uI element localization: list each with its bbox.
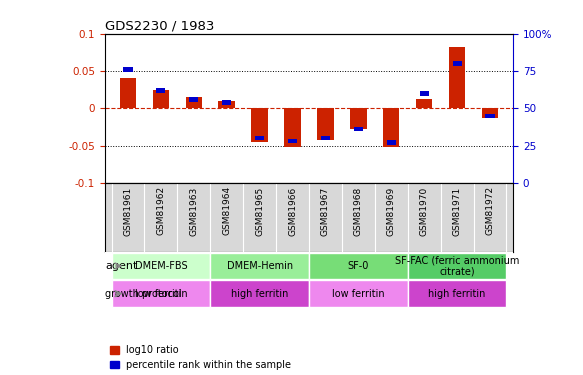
Bar — [255, 136, 264, 140]
Text: GSM81965: GSM81965 — [255, 186, 264, 236]
Text: DMEM-Hemin: DMEM-Hemin — [227, 261, 293, 271]
Bar — [210, 280, 309, 307]
Bar — [309, 280, 408, 307]
Bar — [486, 114, 494, 118]
Bar — [251, 108, 268, 142]
Bar — [321, 136, 330, 140]
Text: SF-0: SF-0 — [347, 261, 369, 271]
Text: GDS2230 / 1983: GDS2230 / 1983 — [105, 20, 215, 33]
Text: GSM81962: GSM81962 — [156, 186, 166, 236]
Text: GSM81968: GSM81968 — [354, 186, 363, 236]
Bar — [124, 67, 132, 72]
Bar — [383, 108, 399, 147]
Bar — [449, 47, 465, 108]
Bar — [408, 280, 507, 307]
Text: GSM81972: GSM81972 — [486, 186, 494, 236]
Bar — [387, 140, 396, 145]
Bar — [416, 99, 433, 108]
Text: growth protocol: growth protocol — [106, 289, 182, 298]
Bar — [285, 108, 301, 147]
Bar — [185, 97, 202, 108]
Bar — [482, 108, 498, 118]
Bar — [111, 280, 210, 307]
Bar — [156, 88, 166, 93]
Text: GSM81964: GSM81964 — [222, 186, 231, 236]
Text: GSM81969: GSM81969 — [387, 186, 396, 236]
Text: GSM81961: GSM81961 — [124, 186, 132, 236]
Bar — [420, 91, 429, 96]
Bar — [317, 108, 333, 140]
Legend: log10 ratio, percentile rank within the sample: log10 ratio, percentile rank within the … — [110, 345, 292, 370]
Bar — [452, 62, 462, 66]
Text: GSM81963: GSM81963 — [189, 186, 198, 236]
Bar — [120, 78, 136, 108]
Bar — [189, 97, 198, 102]
Bar — [210, 253, 309, 279]
Text: high ferritin: high ferritin — [231, 289, 289, 298]
Text: GSM81967: GSM81967 — [321, 186, 330, 236]
Bar — [222, 100, 231, 105]
Bar — [153, 90, 169, 108]
Text: SF-FAC (ferric ammonium
citrate): SF-FAC (ferric ammonium citrate) — [395, 255, 519, 277]
Bar — [350, 108, 367, 129]
Bar — [219, 101, 235, 108]
Bar — [288, 139, 297, 143]
Text: GSM81971: GSM81971 — [452, 186, 462, 236]
Text: GSM81966: GSM81966 — [288, 186, 297, 236]
Bar — [354, 127, 363, 131]
Bar — [309, 253, 408, 279]
Bar — [111, 253, 210, 279]
Text: DMEM-FBS: DMEM-FBS — [135, 261, 187, 271]
Text: GSM81970: GSM81970 — [420, 186, 429, 236]
Text: low ferritin: low ferritin — [135, 289, 187, 298]
Text: agent: agent — [106, 261, 138, 271]
Bar — [408, 253, 507, 279]
Text: high ferritin: high ferritin — [429, 289, 486, 298]
Text: low ferritin: low ferritin — [332, 289, 385, 298]
